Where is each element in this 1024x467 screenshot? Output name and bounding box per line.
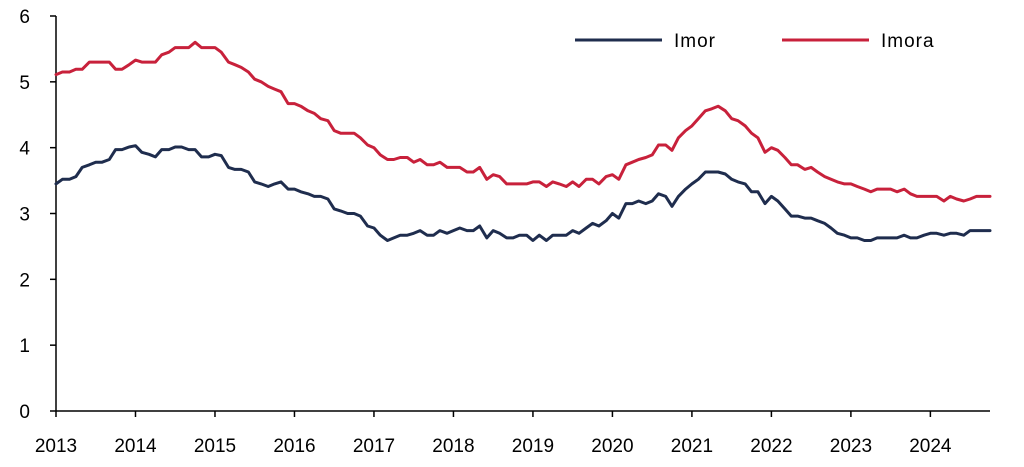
legend-label-imor: Imor: [674, 31, 716, 52]
x-tick-label: 2021: [671, 436, 713, 457]
y-tick-label: 5: [19, 73, 30, 94]
x-tick-label: 2019: [512, 436, 554, 457]
series-line-imor: [54, 144, 992, 242]
legend: Imor Imora: [575, 31, 935, 52]
x-tick-label: 2014: [114, 436, 157, 457]
x-tick-label: 2015: [194, 436, 236, 457]
x-tick-label: 2024: [909, 436, 952, 457]
x-tick-label: 2022: [750, 436, 792, 457]
y-tick-label: 0: [19, 402, 30, 423]
y-tick-label: 1: [19, 336, 30, 357]
axes: 0 1 2 3 4 5 6 2013 2014 2015 2016 2017 2018 2019 2020 2…: [19, 7, 990, 457]
x-tick-label: 2023: [830, 436, 872, 457]
y-tick-label: 3: [19, 205, 30, 226]
x-tick-label: 2016: [273, 436, 315, 457]
x-tick-label: 2013: [35, 436, 77, 457]
y-tick-label: 6: [19, 7, 30, 28]
x-tick-label: 2017: [353, 436, 395, 457]
legend-label-imora: Imora: [881, 31, 935, 52]
x-tick-label: 2018: [432, 436, 474, 457]
y-tick-label: 2: [19, 270, 30, 291]
x-tick-label: 2020: [591, 436, 633, 457]
y-tick-label: 4: [19, 139, 30, 160]
series-layer: [54, 40, 992, 242]
series-line-imora: [54, 40, 992, 203]
